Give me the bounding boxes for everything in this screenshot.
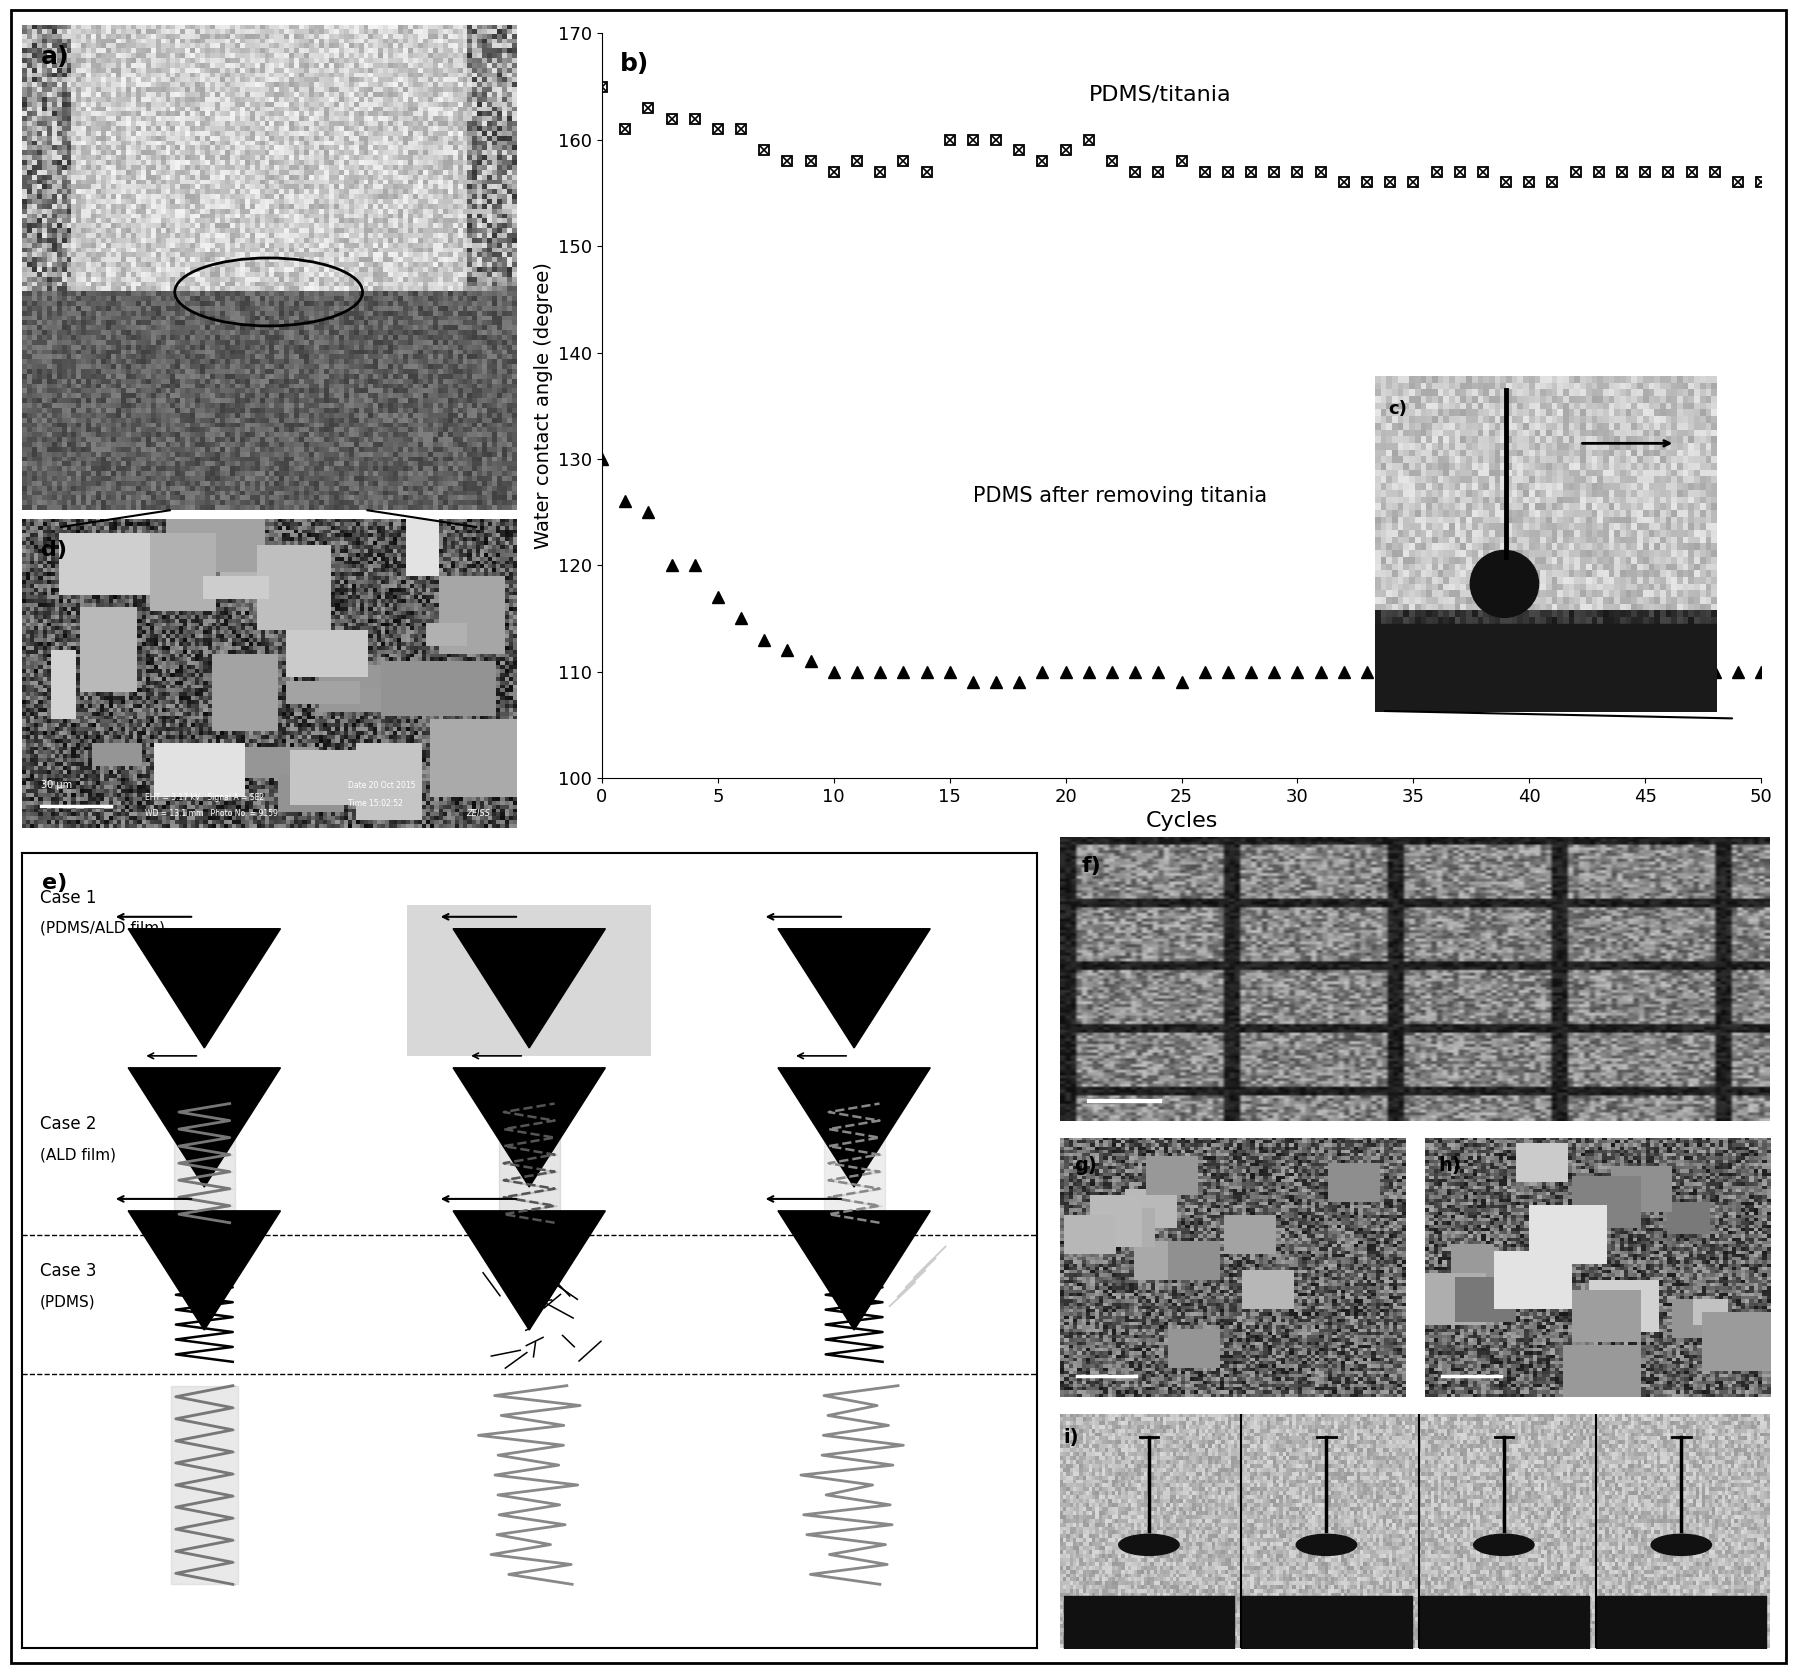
- Polygon shape: [453, 929, 606, 1047]
- Polygon shape: [778, 1211, 931, 1330]
- Text: Time 15:02:52: Time 15:02:52: [349, 800, 403, 808]
- Ellipse shape: [1120, 1534, 1179, 1556]
- Polygon shape: [778, 1067, 931, 1188]
- Text: Date 20 Oct 2015: Date 20 Oct 2015: [349, 781, 415, 790]
- Text: Case 2: Case 2: [40, 1116, 97, 1134]
- Text: h): h): [1439, 1156, 1461, 1174]
- Text: c): c): [1389, 400, 1407, 418]
- Polygon shape: [128, 1211, 280, 1330]
- Text: d): d): [41, 540, 66, 560]
- Text: e): e): [41, 873, 66, 893]
- Text: i): i): [1064, 1427, 1080, 1447]
- Text: (PDMS/ALD film): (PDMS/ALD film): [40, 920, 165, 935]
- Text: Case 1: Case 1: [40, 888, 97, 907]
- Text: a): a): [41, 45, 70, 69]
- Text: PDMS after removing titania: PDMS after removing titania: [972, 487, 1267, 507]
- Text: Case 3: Case 3: [40, 1263, 97, 1280]
- Polygon shape: [453, 1067, 606, 1188]
- X-axis label: Cycles: Cycles: [1145, 811, 1218, 831]
- Text: g): g): [1075, 1156, 1096, 1174]
- Text: (ALD film): (ALD film): [40, 1148, 115, 1163]
- Polygon shape: [453, 1211, 606, 1330]
- Polygon shape: [128, 929, 280, 1047]
- Text: WD = 13.1 mm   Photo No. = 9159: WD = 13.1 mm Photo No. = 9159: [146, 808, 279, 818]
- Bar: [408, 905, 651, 1056]
- Text: f): f): [1082, 857, 1102, 877]
- Ellipse shape: [1296, 1534, 1357, 1556]
- Text: ZEISS: ZEISS: [467, 808, 491, 818]
- Ellipse shape: [1470, 550, 1538, 617]
- Y-axis label: Water contact angle (degree): Water contact angle (degree): [534, 263, 553, 549]
- Text: (PDMS): (PDMS): [40, 1295, 95, 1310]
- Text: EHT = 3.17 kV   Signal A = SE2: EHT = 3.17 kV Signal A = SE2: [146, 793, 264, 803]
- Text: PDMS/titania: PDMS/titania: [1089, 84, 1231, 104]
- Polygon shape: [778, 929, 931, 1047]
- Text: b): b): [620, 52, 649, 75]
- Polygon shape: [128, 1067, 280, 1188]
- Ellipse shape: [1651, 1534, 1711, 1556]
- Text: 30 µm: 30 µm: [41, 780, 72, 790]
- Ellipse shape: [1474, 1534, 1535, 1556]
